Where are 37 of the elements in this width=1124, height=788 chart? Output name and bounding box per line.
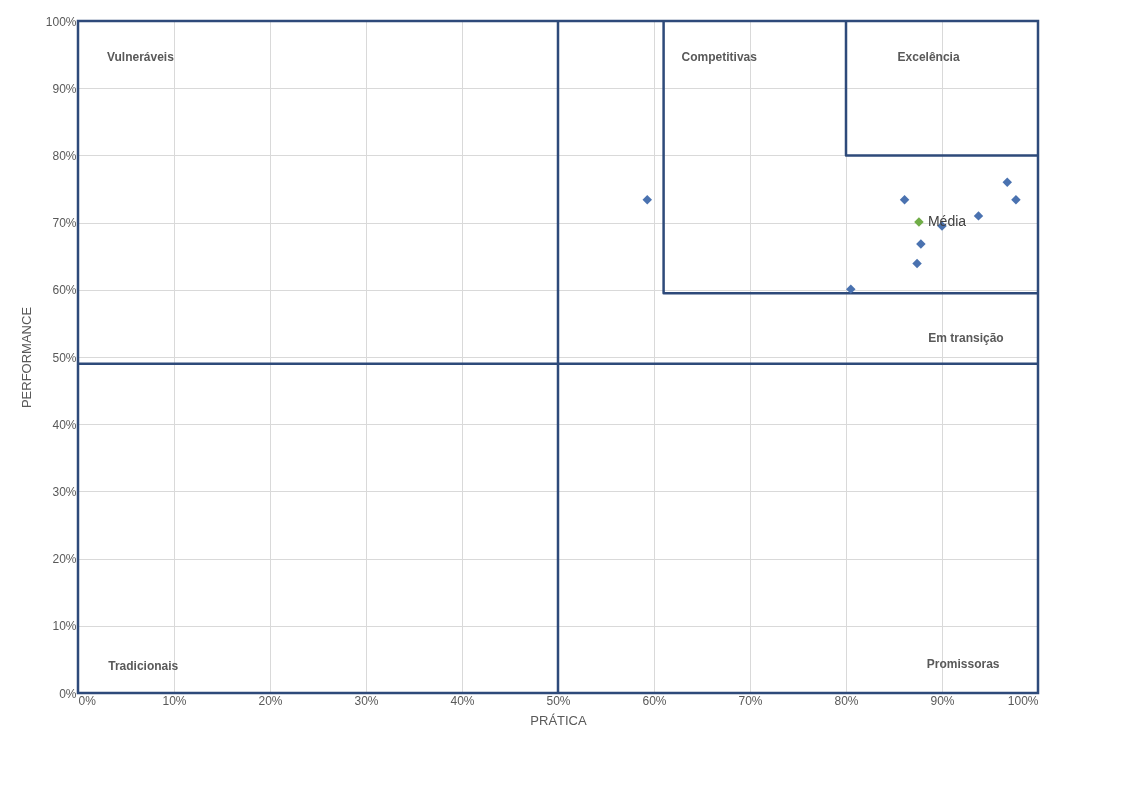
x-tick-label: 40% [450, 693, 475, 708]
annotation: Competitivas [681, 49, 758, 64]
x-tick-label: 90% [930, 693, 955, 708]
point [1002, 177, 1013, 188]
annotation: Em transição [928, 330, 1004, 345]
x-tick-label: 60% [642, 693, 667, 708]
x-tick-label: 10% [162, 693, 187, 708]
annotation: Vulneráveis [106, 49, 175, 64]
point [899, 195, 910, 205]
x-tick-label: 0% [78, 693, 97, 708]
y-tick-label: 70% [52, 216, 77, 231]
x-tick-label: 70% [738, 693, 763, 708]
y-tick-label: 40% [52, 417, 77, 432]
y-tick-label: 80% [52, 148, 77, 163]
y-tick-label: 100% [45, 14, 77, 29]
y-tick-label: 90% [52, 81, 77, 96]
annotation: Tradicionais [108, 659, 179, 674]
y-tick-label: 20% [52, 552, 77, 567]
y-tick-label: 30% [52, 484, 77, 499]
y-tick-label: 60% [52, 283, 77, 298]
point [1011, 195, 1021, 205]
x-axis-title: PRÁTICA [530, 712, 587, 728]
y-axis-title: PERFORMANCE [18, 306, 34, 409]
x-tick-label: 80% [834, 693, 859, 708]
x-tick-label: 30% [354, 693, 379, 708]
point [642, 195, 653, 205]
x-tick-label: 20% [258, 693, 283, 708]
point [973, 211, 984, 221]
annotation: Excelência [897, 49, 960, 64]
annotation: Promissoras [926, 657, 1000, 672]
x-tick-label: 100% [1007, 693, 1039, 708]
point [846, 284, 856, 294]
point [912, 258, 922, 269]
x-tick-label: 50% [546, 693, 571, 708]
series-label: Média [927, 212, 967, 229]
y-tick-label: 50% [52, 350, 77, 365]
y-tick-label: 10% [52, 619, 77, 634]
